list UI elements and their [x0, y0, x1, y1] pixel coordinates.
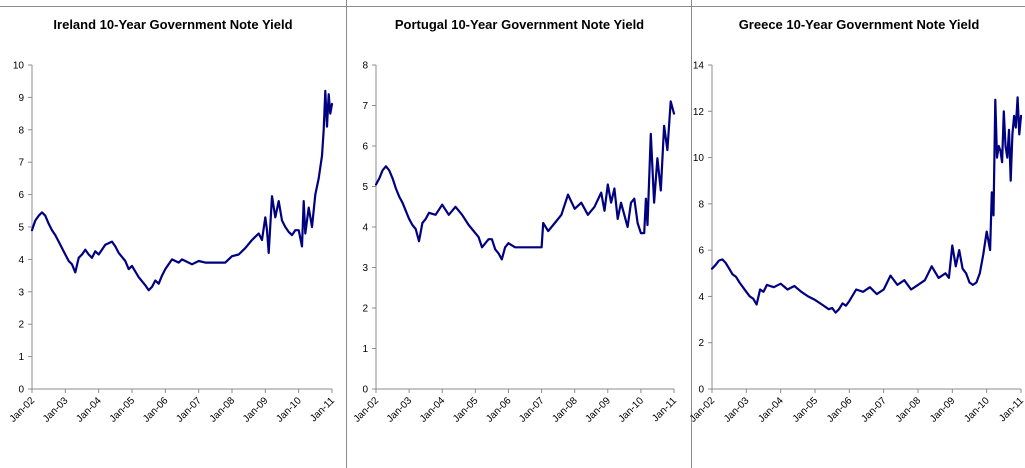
x-tick-label: Jan-10 [962, 395, 992, 425]
x-tick-label: Jan-09 [241, 395, 271, 425]
x-tick-label: Jan-08 [208, 395, 238, 425]
y-tick-label: 6 [362, 142, 368, 153]
y-tick-label: 0 [698, 385, 704, 396]
x-tick-label: Jan-11 [650, 395, 679, 424]
y-tick-label: 2 [698, 338, 704, 349]
x-tick-label: Jan-05 [451, 395, 481, 425]
y-tick-label: 6 [18, 190, 24, 201]
y-tick-label: 7 [362, 101, 368, 112]
y-tick-label: 2 [18, 320, 24, 331]
y-tick-label: 8 [18, 125, 24, 136]
x-tick-label: Jan-03 [41, 395, 71, 425]
greece-chart-panel: Greece 10-Year Government Note Yield 0 2 4… [688, 0, 1025, 468]
x-tick-label: Jan-02 [688, 395, 718, 425]
x-tick-label: Jan-11 [308, 395, 337, 424]
x-tick-label: Jan-04 [756, 395, 786, 425]
x-tick-label: Jan-03 [722, 395, 752, 425]
x-tick-label: Jan-06 [825, 395, 855, 425]
y-tick-label: 10 [13, 61, 25, 72]
x-tick-label: Jan-02 [8, 395, 38, 425]
x-tick-label: Jan-03 [385, 395, 415, 425]
y-tick-label: 9 [18, 93, 24, 104]
x-tick-label: Jan-08 [894, 395, 924, 425]
yield-series-line [30, 89, 334, 292]
y-tick-label: 0 [18, 385, 24, 396]
x-tick-label: Jan-06 [484, 395, 514, 425]
x-tick-label: Jan-04 [418, 395, 448, 425]
y-tick-label: 3 [362, 263, 368, 274]
y-tick-label: 3 [18, 287, 24, 298]
x-tick-label: Jan-04 [74, 395, 104, 425]
x-tick-label: Jan-10 [617, 395, 647, 425]
y-tick-label: 1 [362, 344, 368, 355]
x-tick-label: Jan-05 [791, 395, 821, 425]
x-tick-label: Jan-07 [517, 395, 547, 425]
x-tick-label: Jan-09 [583, 395, 613, 425]
x-tick-label: Jan-09 [928, 395, 958, 425]
x-tick-label: Jan-07 [859, 395, 889, 425]
y-tick-label: 5 [18, 223, 24, 234]
y-tick-label: 2 [362, 304, 368, 315]
ireland-chart-panel: Ireland 10-Year Government Note Yield 0 1… [0, 0, 346, 468]
x-tick-label: Jan-10 [274, 395, 304, 425]
yield-series-line [374, 100, 676, 261]
y-tick-label: 7 [18, 158, 24, 169]
y-tick-label: 8 [362, 61, 368, 72]
x-tick-label: Jan-02 [352, 395, 382, 425]
y-tick-label: 4 [362, 223, 368, 234]
x-tick-label: Jan-07 [174, 395, 204, 425]
x-tick-label: Jan-11 [997, 395, 1025, 424]
y-tick-label: 0 [362, 385, 368, 396]
yield-series-line [710, 96, 1023, 314]
portugal-chart-panel: Portugal 10-Year Government Note Yield 0… [346, 0, 692, 468]
y-tick-label: 5 [362, 182, 368, 193]
y-tick-label: 12 [693, 107, 705, 118]
y-tick-label: 14 [693, 61, 705, 72]
y-tick-label: 8 [698, 199, 704, 210]
x-tick-label: Jan-08 [550, 395, 580, 425]
x-tick-label: Jan-06 [141, 395, 171, 425]
y-tick-label: 6 [698, 246, 704, 257]
chart-title: Portugal 10-Year Government Note Yield [394, 17, 645, 32]
chart-title: Greece 10-Year Government Note Yield [738, 17, 980, 32]
chart-title: Ireland 10-Year Government Note Yield [53, 17, 293, 32]
x-tick-label: Jan-05 [108, 395, 138, 425]
y-tick-label: 1 [18, 352, 24, 363]
y-tick-label: 10 [693, 153, 705, 164]
y-tick-label: 4 [18, 255, 24, 266]
y-tick-label: 4 [698, 292, 704, 303]
